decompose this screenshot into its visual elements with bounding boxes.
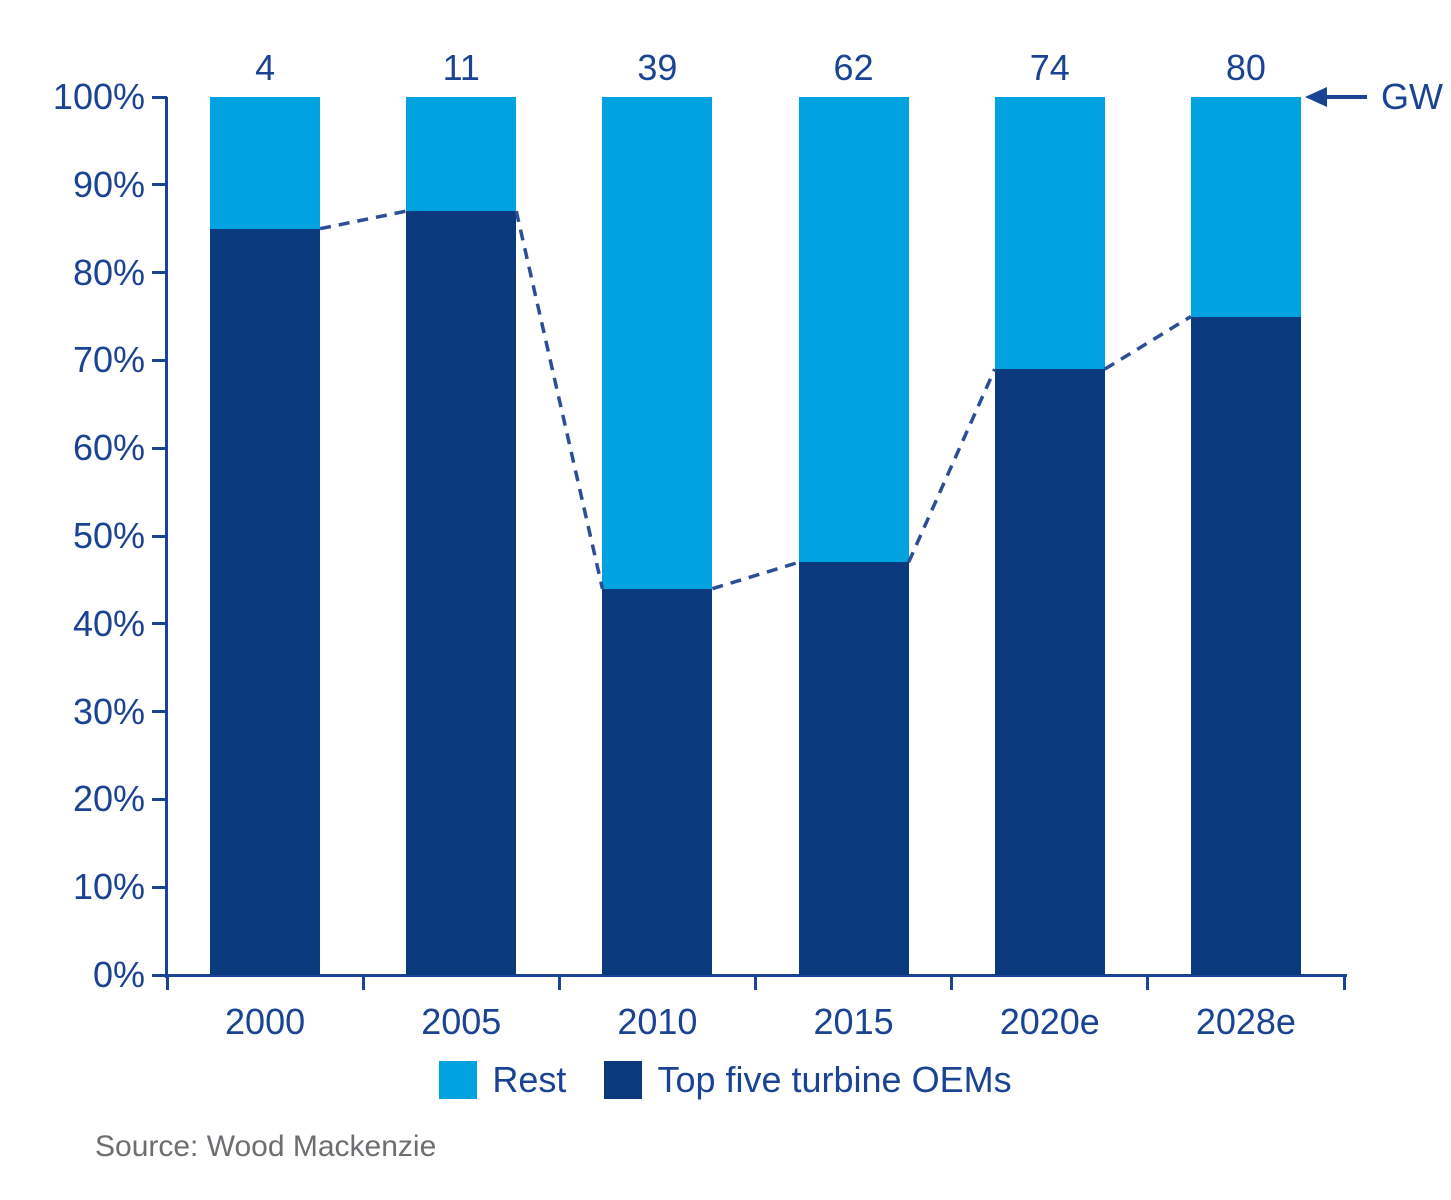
legend: Rest Top five turbine OEMs	[0, 1058, 1451, 1102]
bar-segment-top-five	[798, 562, 909, 975]
y-axis-tick	[152, 95, 167, 99]
y-axis-tick	[152, 271, 167, 275]
bar-segment-top-five	[406, 211, 517, 975]
gw-annotation: GW	[1303, 75, 1443, 119]
y-tick-label: 70%	[72, 339, 145, 381]
x-category-label: 2020e	[999, 1001, 1100, 1042]
y-tick-label: 0%	[92, 954, 145, 995]
x-axis-tick	[165, 975, 169, 990]
legend-label-top-five: Top five turbine OEMs	[657, 1059, 1012, 1100]
x-axis-tick	[1342, 975, 1346, 990]
x-category-label: 2000	[225, 1001, 306, 1042]
bar-total-label: 74	[1029, 47, 1070, 88]
bar-segment-rest	[798, 97, 909, 563]
y-tick-label: 10%	[72, 866, 145, 908]
legend-swatch-top-five	[604, 1061, 643, 1099]
y-tick-label: 20%	[72, 778, 145, 820]
source-text: Source: Wood Mackenzie	[95, 1130, 437, 1163]
bar-segment-rest	[994, 97, 1105, 370]
bar-total-label: 39	[637, 47, 678, 88]
x-axis-tick	[557, 975, 561, 990]
x-axis-tick	[361, 975, 365, 990]
x-category-label: 2028e	[1195, 1001, 1296, 1042]
y-axis-tick	[152, 622, 167, 626]
bar-segment-rest	[210, 97, 321, 229]
y-axis-tick	[152, 973, 167, 977]
bar-segment-rest	[406, 97, 517, 212]
x-axis-tick	[950, 975, 954, 990]
bar-total-label: 62	[833, 47, 874, 88]
y-axis-tick	[152, 446, 167, 450]
y-axis-tick	[152, 797, 167, 801]
left-arrow-icon	[1303, 84, 1369, 110]
bar-total-label: 11	[442, 47, 480, 88]
y-tick-label: 60%	[72, 427, 145, 469]
x-axis-tick	[754, 975, 757, 990]
bar-segment-rest	[1190, 97, 1301, 317]
y-axis-tick	[152, 183, 167, 187]
y-tick-label: 80%	[72, 251, 145, 293]
y-tick-label: 30%	[72, 690, 145, 732]
y-tick-label: 50%	[72, 515, 145, 556]
x-category-label: 2005	[421, 1001, 502, 1042]
y-axis-tick	[152, 885, 167, 889]
legend-swatch-rest	[439, 1061, 478, 1099]
legend-item-rest: Rest	[439, 1058, 566, 1102]
bar-segment-top-five	[210, 228, 321, 975]
y-tick-label: 40%	[72, 602, 145, 644]
legend-item-top-five: Top five turbine OEMs	[604, 1058, 1012, 1102]
y-axis-tick	[152, 534, 167, 538]
x-axis-tick	[1146, 975, 1150, 990]
y-tick-label: 100%	[52, 76, 145, 117]
bar-total-label: 4	[255, 47, 276, 88]
bar-segment-top-five	[602, 588, 713, 975]
bar-total-label: 80	[1225, 47, 1266, 88]
legend-label-rest: Rest	[492, 1059, 567, 1100]
bar-segment-rest	[602, 97, 713, 589]
x-category-label: 2015	[813, 1001, 894, 1042]
bar-segment-top-five	[994, 369, 1105, 975]
bar-segment-top-five	[1190, 316, 1301, 975]
y-axis-line	[165, 97, 168, 978]
gw-unit-label: GW	[1381, 76, 1443, 117]
x-category-label: 2010	[617, 1001, 698, 1042]
y-axis-tick	[152, 358, 167, 362]
y-axis-tick	[152, 710, 167, 714]
y-tick-label: 90%	[72, 163, 145, 205]
